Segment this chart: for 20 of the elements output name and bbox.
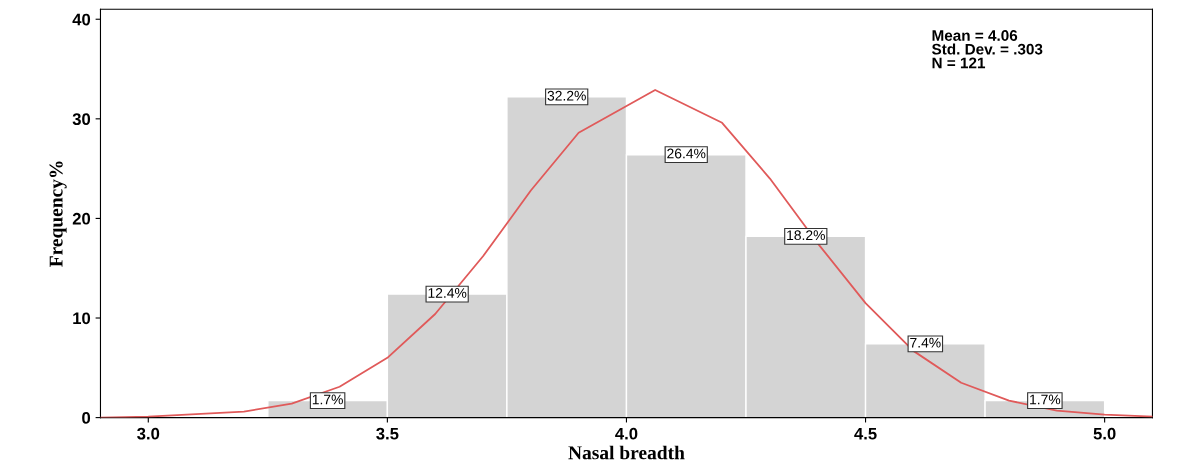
y-tick-label: 10 (73, 312, 91, 325)
data-label: 7.4% (910, 337, 941, 348)
x-tick-label: 4.5 (854, 427, 877, 440)
y-axis-title: Frequency% (49, 161, 67, 267)
x-tick-label: 3.5 (376, 427, 399, 440)
annotation: Mean = 4.06 Std. Dev. = .303 N = 121 (931, 30, 1043, 69)
y-tick-label: 40 (72, 13, 91, 26)
data-label: 32.2% (547, 90, 586, 101)
y-tick-label: 0 (82, 412, 91, 424)
data-label: 18.2% (787, 230, 825, 241)
x-tick-label: 3.0 (137, 427, 160, 440)
x-tick-label: 5.0 (1093, 427, 1116, 440)
y-tick-label: 20 (72, 212, 91, 225)
data-label: 12.4% (428, 288, 467, 298)
data-label: 26.4% (667, 148, 706, 159)
data-label: 1.7% (312, 394, 343, 405)
y-tick-label: 30 (72, 113, 91, 126)
x-axis-title: Nasal breadth (568, 445, 685, 460)
data-label: 1.7% (1030, 394, 1061, 405)
x-tick-label: 4.0 (615, 427, 638, 440)
